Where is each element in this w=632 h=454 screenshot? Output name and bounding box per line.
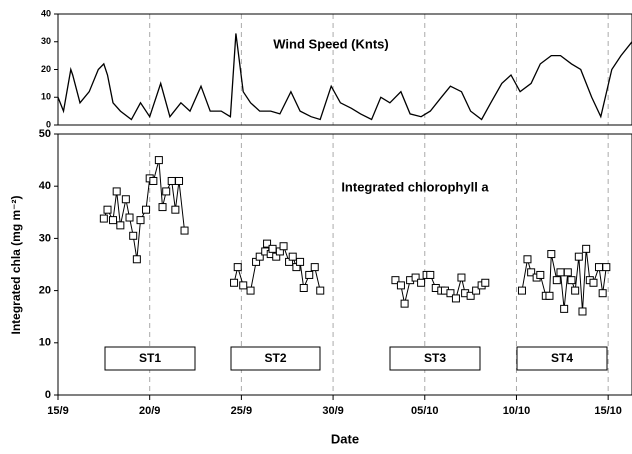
data-point [316, 286, 325, 295]
data-point [116, 221, 125, 230]
y-tick-label: 40 [39, 180, 51, 192]
data-point [246, 286, 255, 295]
station-box [389, 346, 481, 371]
data-point [239, 281, 248, 290]
data-point [171, 205, 180, 214]
data-point [545, 291, 554, 300]
data-point [411, 273, 420, 282]
x-tick-label: 20/9 [139, 405, 160, 417]
data-point [472, 286, 481, 295]
data-point [121, 195, 130, 204]
chart-title: Wind Speed (Knts) [273, 36, 388, 51]
data-point [167, 176, 176, 185]
y-tick-label: 50 [39, 128, 51, 140]
x-tick-label: 10/10 [503, 405, 531, 417]
data-point [288, 252, 297, 261]
data-point [180, 226, 189, 235]
data-point [602, 263, 611, 272]
data-point [552, 276, 561, 285]
data-point [279, 242, 288, 251]
data-point [132, 255, 141, 264]
data-point [175, 176, 184, 185]
data-point [158, 203, 167, 212]
data-point [523, 255, 532, 264]
y-tick-label: 20 [39, 285, 51, 297]
y-tick-label: 0 [45, 389, 51, 401]
data-point [310, 263, 319, 272]
data-point [268, 244, 277, 253]
data-point [426, 270, 435, 279]
data-point [446, 289, 455, 298]
data-point [129, 231, 138, 240]
data-point [396, 281, 405, 290]
data-point [451, 294, 460, 303]
data-point [391, 276, 400, 285]
y-tick-label: 30 [41, 36, 51, 46]
data-point [400, 299, 409, 308]
data-point [305, 270, 314, 279]
data-point [567, 276, 576, 285]
station-label: ST4 [551, 351, 573, 365]
y-tick-label: 30 [39, 232, 51, 244]
data-point [263, 239, 272, 248]
data-point [136, 216, 145, 225]
data-point [527, 268, 536, 277]
data-point [594, 263, 603, 272]
data-point [112, 187, 121, 196]
data-point [142, 205, 151, 214]
chart-title: Integrated chlorophyll a [341, 179, 489, 194]
y-axis-label: Integrated chla (mg m⁻²) [9, 195, 23, 334]
station-box [104, 346, 196, 371]
data-point [457, 273, 466, 282]
station-box [516, 346, 608, 371]
data-point [560, 304, 569, 313]
data-point [125, 213, 134, 222]
data-point [517, 286, 526, 295]
data-point [99, 214, 108, 223]
data-point [589, 278, 598, 287]
data-point [233, 263, 242, 272]
x-tick-label: 30/9 [322, 405, 343, 417]
data-line [57, 33, 632, 121]
data-point [574, 252, 583, 261]
data-point [103, 205, 112, 214]
station-label: ST2 [264, 351, 286, 365]
data-point [536, 270, 545, 279]
data-point [255, 252, 264, 261]
data-point [563, 268, 572, 277]
data-point [582, 244, 591, 253]
plot-frame [57, 133, 632, 396]
x-tick-label: 25/9 [231, 405, 252, 417]
y-tick-label: 40 [41, 8, 51, 18]
data-point [109, 216, 118, 225]
data-point [571, 286, 580, 295]
data-point [149, 176, 158, 185]
y-tick-label: 10 [41, 92, 51, 102]
data-point [547, 250, 556, 259]
x-tick-label: 05/10 [411, 405, 439, 417]
data-point [154, 156, 163, 165]
data-point [230, 278, 239, 287]
data-point [481, 278, 490, 287]
y-tick-label: 10 [39, 337, 51, 349]
x-axis-label: Date [331, 431, 359, 446]
x-tick-label: 15/9 [47, 405, 68, 417]
station-label: ST1 [139, 351, 161, 365]
data-point [556, 268, 565, 277]
data-point [578, 307, 587, 316]
data-point [296, 257, 305, 266]
data-point [466, 291, 475, 300]
data-point [417, 278, 426, 287]
y-tick-label: 0 [46, 119, 51, 129]
y-tick-label: 20 [41, 64, 51, 74]
data-point [299, 283, 308, 292]
data-point [598, 289, 607, 298]
station-box [230, 346, 321, 371]
data-point [162, 187, 171, 196]
x-tick-label: 15/10 [594, 405, 622, 417]
station-label: ST3 [424, 351, 446, 365]
